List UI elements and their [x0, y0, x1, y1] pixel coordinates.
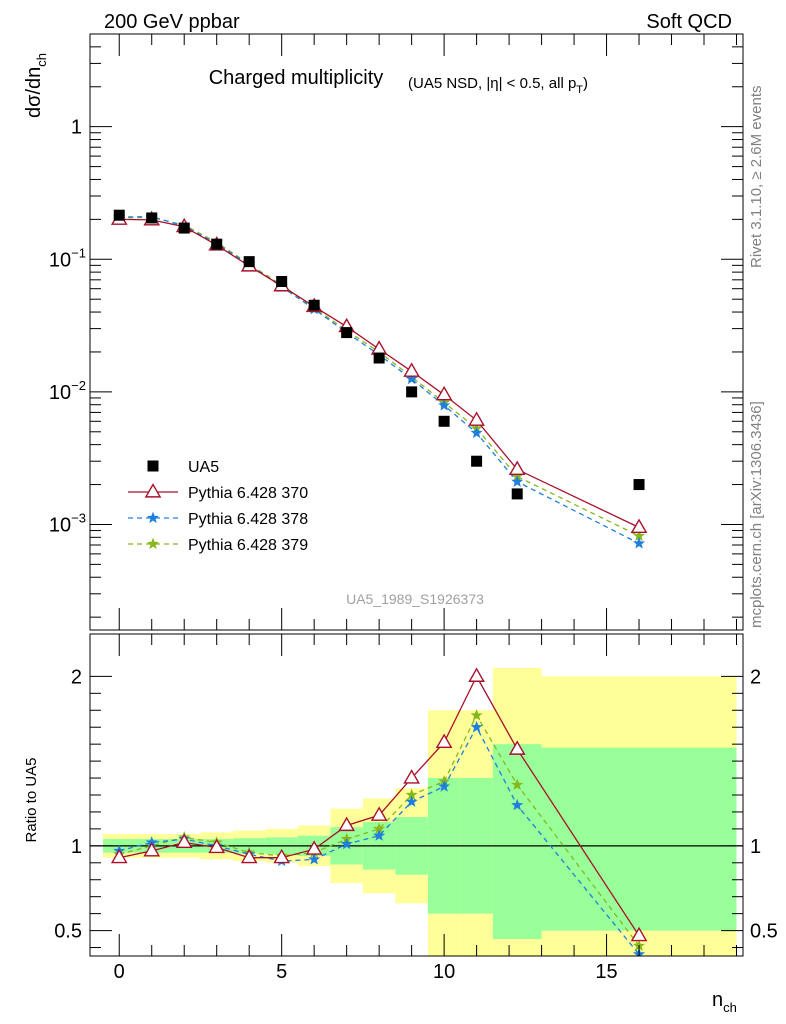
ratio-point-pythia-6-428-370-8 — [370, 806, 388, 821]
ratio-point-pythia-6-428-378-10 — [438, 780, 451, 792]
mcplots-reference-label: mcplots.cern.ch [arXiv:1306.3436] — [748, 401, 765, 628]
ratio-point-pythia-6-428-378-12 — [511, 798, 524, 811]
point-ua5-0 — [113, 209, 125, 221]
point-ua5-5 — [276, 275, 288, 287]
ratio-line-pythia-6-428-378 — [119, 725, 640, 955]
energy-label: 200 GeV ppbar — [104, 11, 240, 33]
legend-label-ua5: UA5 — [188, 459, 219, 476]
line-pythia-6-428-370 — [119, 218, 640, 528]
top-axes: 1 10−1 10−2 10−3 — [49, 33, 743, 630]
point-pythia-6-428-370-9 — [403, 362, 420, 377]
ratio-y-tick-label-right-0: 0.5 — [750, 921, 778, 943]
chart-subtitle: (UA5 NSD, |η| < 0.5, all pT) — [408, 75, 588, 96]
ratio-point-pythia-6-428-370-11 — [468, 667, 485, 682]
top-y-tick-label-0: 1 — [71, 117, 82, 139]
distribution-marks — [110, 209, 648, 549]
point-pythia-6-428-378-13 — [632, 537, 646, 549]
top-y-tick-label-3: 10−3 — [49, 510, 86, 536]
point-ua5-3 — [211, 238, 223, 250]
legend-marker-pythia-6-428-379 — [146, 537, 160, 550]
x-tick-label-3: 15 — [595, 961, 617, 983]
ratio-point-pythia-6-428-370-9 — [403, 769, 420, 784]
ratio-point-pythia-6-428-370-12 — [508, 740, 526, 755]
point-pythia-6-428-370-12 — [508, 460, 526, 476]
legend-marker-ua5 — [147, 460, 159, 472]
point-ua5-2 — [178, 222, 190, 234]
bottom-axes: 0 5 10 15 0.5 0.5 1 1 2 2 — [54, 634, 778, 983]
legend-marker-pythia-6-428-370 — [144, 483, 162, 498]
point-ua5-12 — [511, 488, 523, 500]
legend: UA5 Pythia 6.428 370 Pythia 6.428 378 Pythi… — [128, 459, 308, 554]
legend-marker-pythia-6-428-378 — [146, 511, 160, 524]
point-ua5-9 — [406, 386, 418, 398]
ratio-panel: 0 5 10 15 0.5 0.5 1 1 2 2 Ratio to UA5 nch — [23, 633, 778, 1015]
point-ua5-13 — [633, 479, 645, 491]
point-ua5-4 — [243, 256, 255, 268]
point-ua5-7 — [341, 327, 353, 339]
ratio-point-pythia-6-428-378-6 — [308, 853, 321, 865]
ratio-point-pythia-6-428-370-5 — [273, 848, 291, 864]
distribution-panel: 1 10−1 10−2 10−3 Charged multiplicity (UA5 … — [23, 33, 744, 631]
point-pythia-6-428-370-11 — [468, 411, 485, 426]
legend-label-pythia-6-428-379: Pythia 6.428 379 — [188, 537, 308, 554]
ratio-y-tick-label-1: 1 — [71, 836, 82, 858]
point-pythia-6-428-370-13 — [630, 518, 648, 533]
point-pythia-6-428-378-9 — [405, 372, 418, 385]
x-tick-label-1: 5 — [276, 961, 287, 983]
rivet-version-label: Rivet 3.1.10, ≥ 2.6M events — [748, 86, 765, 269]
ratio-point-pythia-6-428-370-13 — [630, 926, 648, 942]
uncertainty-bands — [90, 667, 743, 956]
point-pythia-6-428-378-12 — [511, 475, 524, 487]
ratio-point-pythia-6-428-378-8 — [373, 829, 386, 841]
ratio-point-pythia-6-428-370-0 — [110, 848, 128, 864]
top-y-tick-label-2: 10−2 — [49, 378, 86, 404]
ratio-point-pythia-6-428-370-6 — [305, 840, 323, 855]
band-inner-12 — [492, 744, 542, 940]
ratio-y-axis-label: Ratio to UA5 — [23, 757, 40, 842]
ratio-point-pythia-6-428-379-11 — [470, 708, 483, 721]
point-pythia-6-428-370-10 — [435, 385, 453, 401]
ratio-point-pythia-6-428-379-12 — [511, 778, 524, 791]
analysis-id-label: UA5_1989_S1926373 — [346, 591, 484, 607]
y-axis-label: dσ/dnch — [23, 53, 49, 118]
x-tick-label-2: 10 — [433, 961, 455, 983]
top-y-tick-label-1: 10−1 — [49, 245, 86, 271]
point-ua5-8 — [373, 352, 385, 364]
top-panel-frame — [89, 33, 744, 631]
ratio-point-pythia-6-428-378-11 — [470, 720, 483, 733]
band-inner-13 — [541, 747, 737, 931]
point-ua5-11 — [471, 455, 483, 467]
x-axis-label: nch — [712, 989, 737, 1015]
ratio-point-pythia-6-428-370-4 — [240, 848, 258, 864]
ratio-marks — [110, 667, 648, 956]
ratio-y-tick-label-right-2: 2 — [750, 666, 761, 688]
chart-title: Charged multiplicity — [209, 67, 384, 89]
ratio-y-tick-label-2: 2 — [71, 666, 82, 688]
point-pythia-6-428-378-11 — [470, 426, 483, 439]
ratio-y-tick-label-0: 0.5 — [54, 921, 82, 943]
x-tick-label-0: 0 — [114, 961, 125, 983]
legend-label-pythia-6-428-378: Pythia 6.428 378 — [188, 511, 308, 528]
point-ua5-1 — [146, 212, 158, 224]
point-ua5-6 — [308, 299, 320, 311]
ratio-point-pythia-6-428-370-10 — [435, 733, 453, 749]
category-label: Soft QCD — [646, 11, 732, 33]
ratio-point-pythia-6-428-370-1 — [143, 842, 161, 857]
ratio-point-pythia-6-428-378-7 — [340, 837, 353, 850]
ratio-point-pythia-6-428-370-3 — [208, 838, 226, 854]
point-pythia-6-428-370-8 — [370, 340, 388, 355]
ratio-line-pythia-6-428-379 — [119, 713, 640, 947]
ratio-point-pythia-6-428-370-2 — [175, 833, 193, 849]
ratio-y-tick-label-right-1: 1 — [750, 836, 761, 858]
ratio-point-pythia-6-428-378-9 — [405, 795, 418, 807]
legend-label-pythia-6-428-370: Pythia 6.428 370 — [188, 485, 308, 502]
ratio-point-pythia-6-428-370-7 — [338, 816, 355, 832]
point-ua5-10 — [438, 415, 450, 427]
point-pythia-6-428-378-10 — [438, 399, 451, 411]
